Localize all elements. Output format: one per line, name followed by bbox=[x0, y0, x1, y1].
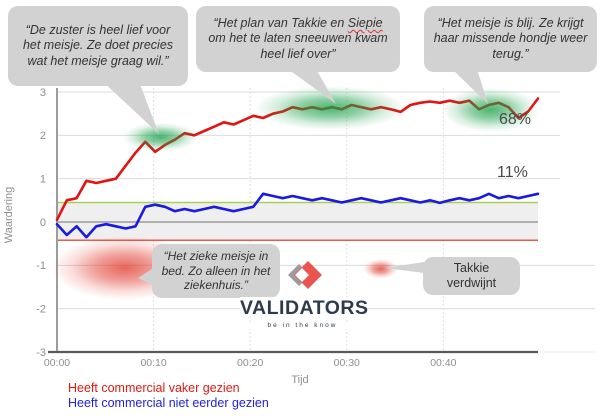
logo-tagline: be in the know bbox=[240, 322, 365, 329]
callout-tail bbox=[288, 69, 336, 104]
legend-item-seen-before: Heeft commercial vaker gezien bbox=[68, 381, 240, 395]
callout-text: “Het zieke meisje in bed. Zo alleen in h… bbox=[161, 248, 271, 293]
callout-tail bbox=[452, 69, 488, 104]
x-tick-label: 00:10 bbox=[140, 357, 166, 369]
callout-text-pre: “Het plan van Takkie en bbox=[213, 15, 348, 30]
callout-tail bbox=[100, 79, 159, 134]
callout-tail bbox=[138, 267, 155, 286]
y-tick-label: -1 bbox=[36, 260, 46, 272]
callout-text-post: om het te laten sneeuwen kwam heel lief … bbox=[208, 31, 388, 61]
series-line-not-seen-before bbox=[55, 192, 540, 239]
series-end-value-blue: 11% bbox=[497, 164, 528, 181]
y-axis-title: Waardering bbox=[3, 186, 15, 244]
callout-bubble-happy: “Het meisje is blij. Ze krijgt haar miss… bbox=[424, 6, 597, 72]
y-tick-label: 1 bbox=[40, 174, 46, 186]
callout-bubble-hospital: “Het zieke meisje in bed. Zo alleen in h… bbox=[152, 244, 280, 298]
y-tick-label: -3 bbox=[36, 347, 46, 359]
positive-moment-glow bbox=[442, 87, 539, 132]
callout-text: “Het meisje is blij. Ze krijgt haar miss… bbox=[433, 15, 588, 61]
positive-moment-glow bbox=[122, 122, 199, 152]
callout-bubble-takkie: Takkie verdwijnt bbox=[423, 257, 520, 295]
callout-text: “De zuster is heel lief voor het meisje.… bbox=[22, 22, 174, 68]
validators-diamond-icon bbox=[288, 261, 322, 289]
y-tick-label: 3 bbox=[40, 87, 46, 99]
callout-text: Takkie verdwijnt bbox=[446, 260, 497, 291]
x-tick-label: 00:30 bbox=[334, 357, 360, 369]
y-tick-label: 0 bbox=[40, 217, 46, 229]
positive-moment-glow bbox=[255, 85, 406, 131]
y-tick-label: 2 bbox=[40, 130, 46, 142]
x-axis-title: Tijd bbox=[291, 374, 309, 386]
validators-logo: VALIDATORS be in the know bbox=[240, 255, 369, 335]
x-tick-label: 00:40 bbox=[430, 357, 456, 369]
callout-bubble-snow: “Het plan van Takkie en Siepie om het te… bbox=[196, 6, 400, 72]
callout-text: “Het plan van Takkie en Siepie om het te… bbox=[204, 16, 392, 63]
callout-bubble-nurse: “De zuster is heel lief voor het meisje.… bbox=[8, 6, 188, 86]
negative-moment-glow bbox=[363, 258, 398, 279]
legend-item-not-seen-before: Heeft commercial niet eerder gezien bbox=[68, 396, 269, 410]
logo-wordmark: VALIDATORS bbox=[240, 297, 369, 320]
series-end-value-red: 68% bbox=[499, 111, 532, 128]
x-tick-label: 00:20 bbox=[237, 357, 263, 369]
x-tick-label: 00:00 bbox=[44, 357, 70, 369]
callout-text-misspelled-word: Siepie bbox=[347, 15, 383, 30]
y-tick-label: -2 bbox=[36, 304, 46, 316]
callout-tail bbox=[385, 262, 424, 273]
